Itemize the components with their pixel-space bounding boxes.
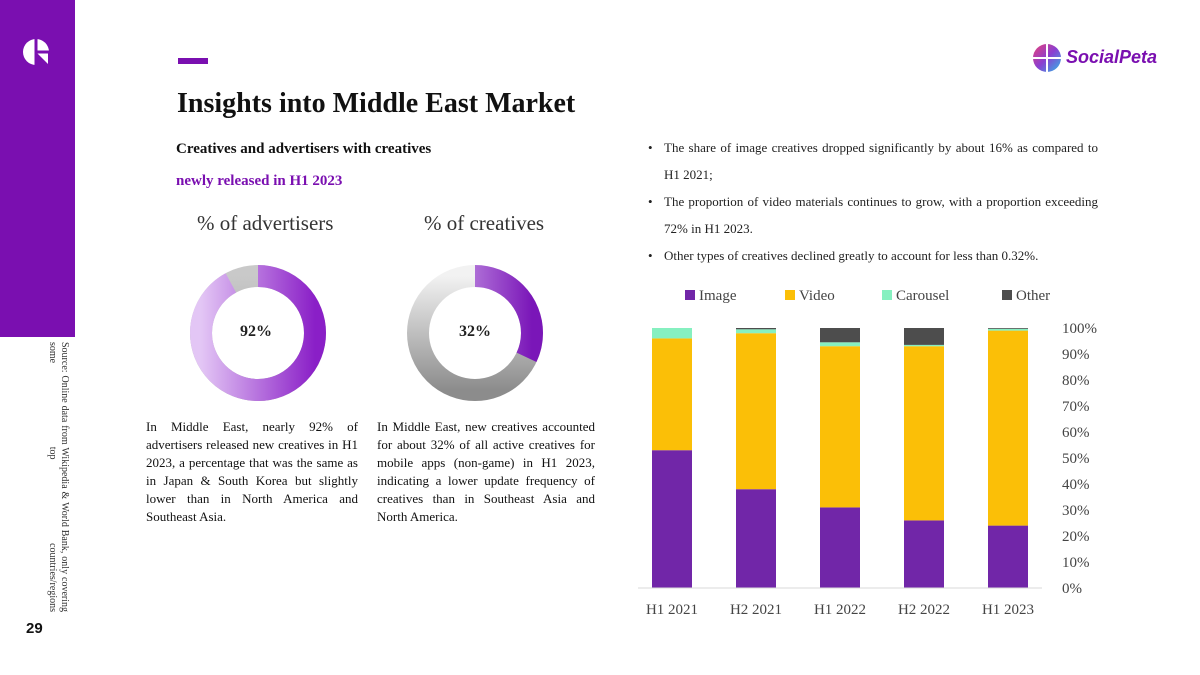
bar-video (904, 346, 944, 521)
legend-swatch-image (685, 290, 695, 300)
subtitle-line-1: Creatives and advertisers with creatives (176, 141, 432, 157)
x-tick-label: H1 2021 (646, 602, 698, 618)
donut-title-advertisers: % of advertisers (197, 211, 334, 235)
brand-logo: SocialPeta (1032, 43, 1162, 73)
x-tick-label: H1 2022 (814, 602, 866, 618)
bullet-item: The share of image creatives dropped sig… (646, 134, 1098, 188)
brand-name: SocialPeta (1066, 47, 1158, 67)
bar-other (988, 328, 1028, 329)
bar-image (820, 507, 860, 588)
bar-carousel (736, 329, 776, 334)
description-advertisers: In Middle East, nearly 92% of advertiser… (146, 419, 358, 524)
bullet-item: The proportion of video materials contin… (646, 188, 1098, 242)
bar-other (904, 328, 944, 345)
bar-other (736, 328, 776, 330)
donut-chart-creatives (407, 265, 543, 401)
y-tick-label: 70% (1062, 399, 1090, 415)
legend-swatch-other (1002, 290, 1012, 300)
y-tick-label: 90% (1062, 347, 1090, 363)
legend-label-image: Image (699, 288, 737, 304)
donut-chart-advertisers (190, 265, 326, 401)
donut-title-creatives: % of creatives (424, 211, 545, 235)
legend-swatch-video (785, 290, 795, 300)
logo-icon (23, 39, 50, 66)
page-title: Insights into Middle East Market (177, 88, 576, 119)
y-tick-label: 50% (1062, 451, 1090, 467)
bar-video (652, 338, 692, 451)
subtitle-line-2: newly released in H1 2023 (176, 173, 343, 189)
donut-arc-advertisers (190, 265, 326, 401)
donut-value-creatives: 32% (459, 323, 491, 340)
bar-other (820, 328, 860, 343)
y-tick-label: 80% (1062, 373, 1090, 389)
page-number: 29 (26, 620, 43, 637)
y-tick-label: 0% (1062, 581, 1082, 597)
bar-image (988, 525, 1028, 588)
x-tick-label: H1 2023 (982, 602, 1034, 618)
bar-carousel (904, 344, 944, 347)
bar-video (988, 330, 1028, 526)
y-tick-label: 30% (1062, 503, 1090, 519)
bullet-item: Other types of creatives declined greatl… (646, 242, 1098, 269)
bar-image (736, 489, 776, 588)
y-tick-label: 40% (1062, 477, 1090, 493)
legend-swatch-carousel (882, 290, 892, 300)
bar-carousel (820, 342, 860, 347)
bar-video (736, 333, 776, 490)
y-tick-label: 100% (1062, 321, 1097, 337)
y-tick-label: 10% (1062, 555, 1090, 571)
stacked-bar-chart: Image Video Carousel Other H1 2021 H2 2021 H1 … (638, 288, 1097, 618)
bar-carousel (988, 328, 1028, 331)
bar-image (904, 520, 944, 588)
legend-label-other: Other (1016, 288, 1050, 304)
legend-label-carousel: Carousel (896, 288, 949, 304)
donut-value-advertisers: 92% (240, 323, 272, 340)
insight-bullets: The share of image creatives dropped sig… (646, 134, 1098, 269)
x-tick-label: H2 2022 (898, 602, 950, 618)
bar-carousel (652, 328, 692, 339)
bar-video (820, 346, 860, 508)
x-tick-label: H2 2021 (730, 602, 782, 618)
y-tick-label: 20% (1062, 529, 1090, 545)
title-accent-bar (178, 58, 208, 64)
source-note: Source: Online data from Wikipedia & Wor… (47, 342, 70, 612)
y-tick-label: 60% (1062, 425, 1090, 441)
legend-label-video: Video (799, 288, 835, 304)
donut-arc-creatives (407, 265, 543, 401)
description-creatives: In Middle East, new creatives accounted … (377, 419, 595, 524)
bar-image (652, 450, 692, 588)
brand-mark-icon (1033, 44, 1061, 72)
side-bar (0, 0, 75, 337)
